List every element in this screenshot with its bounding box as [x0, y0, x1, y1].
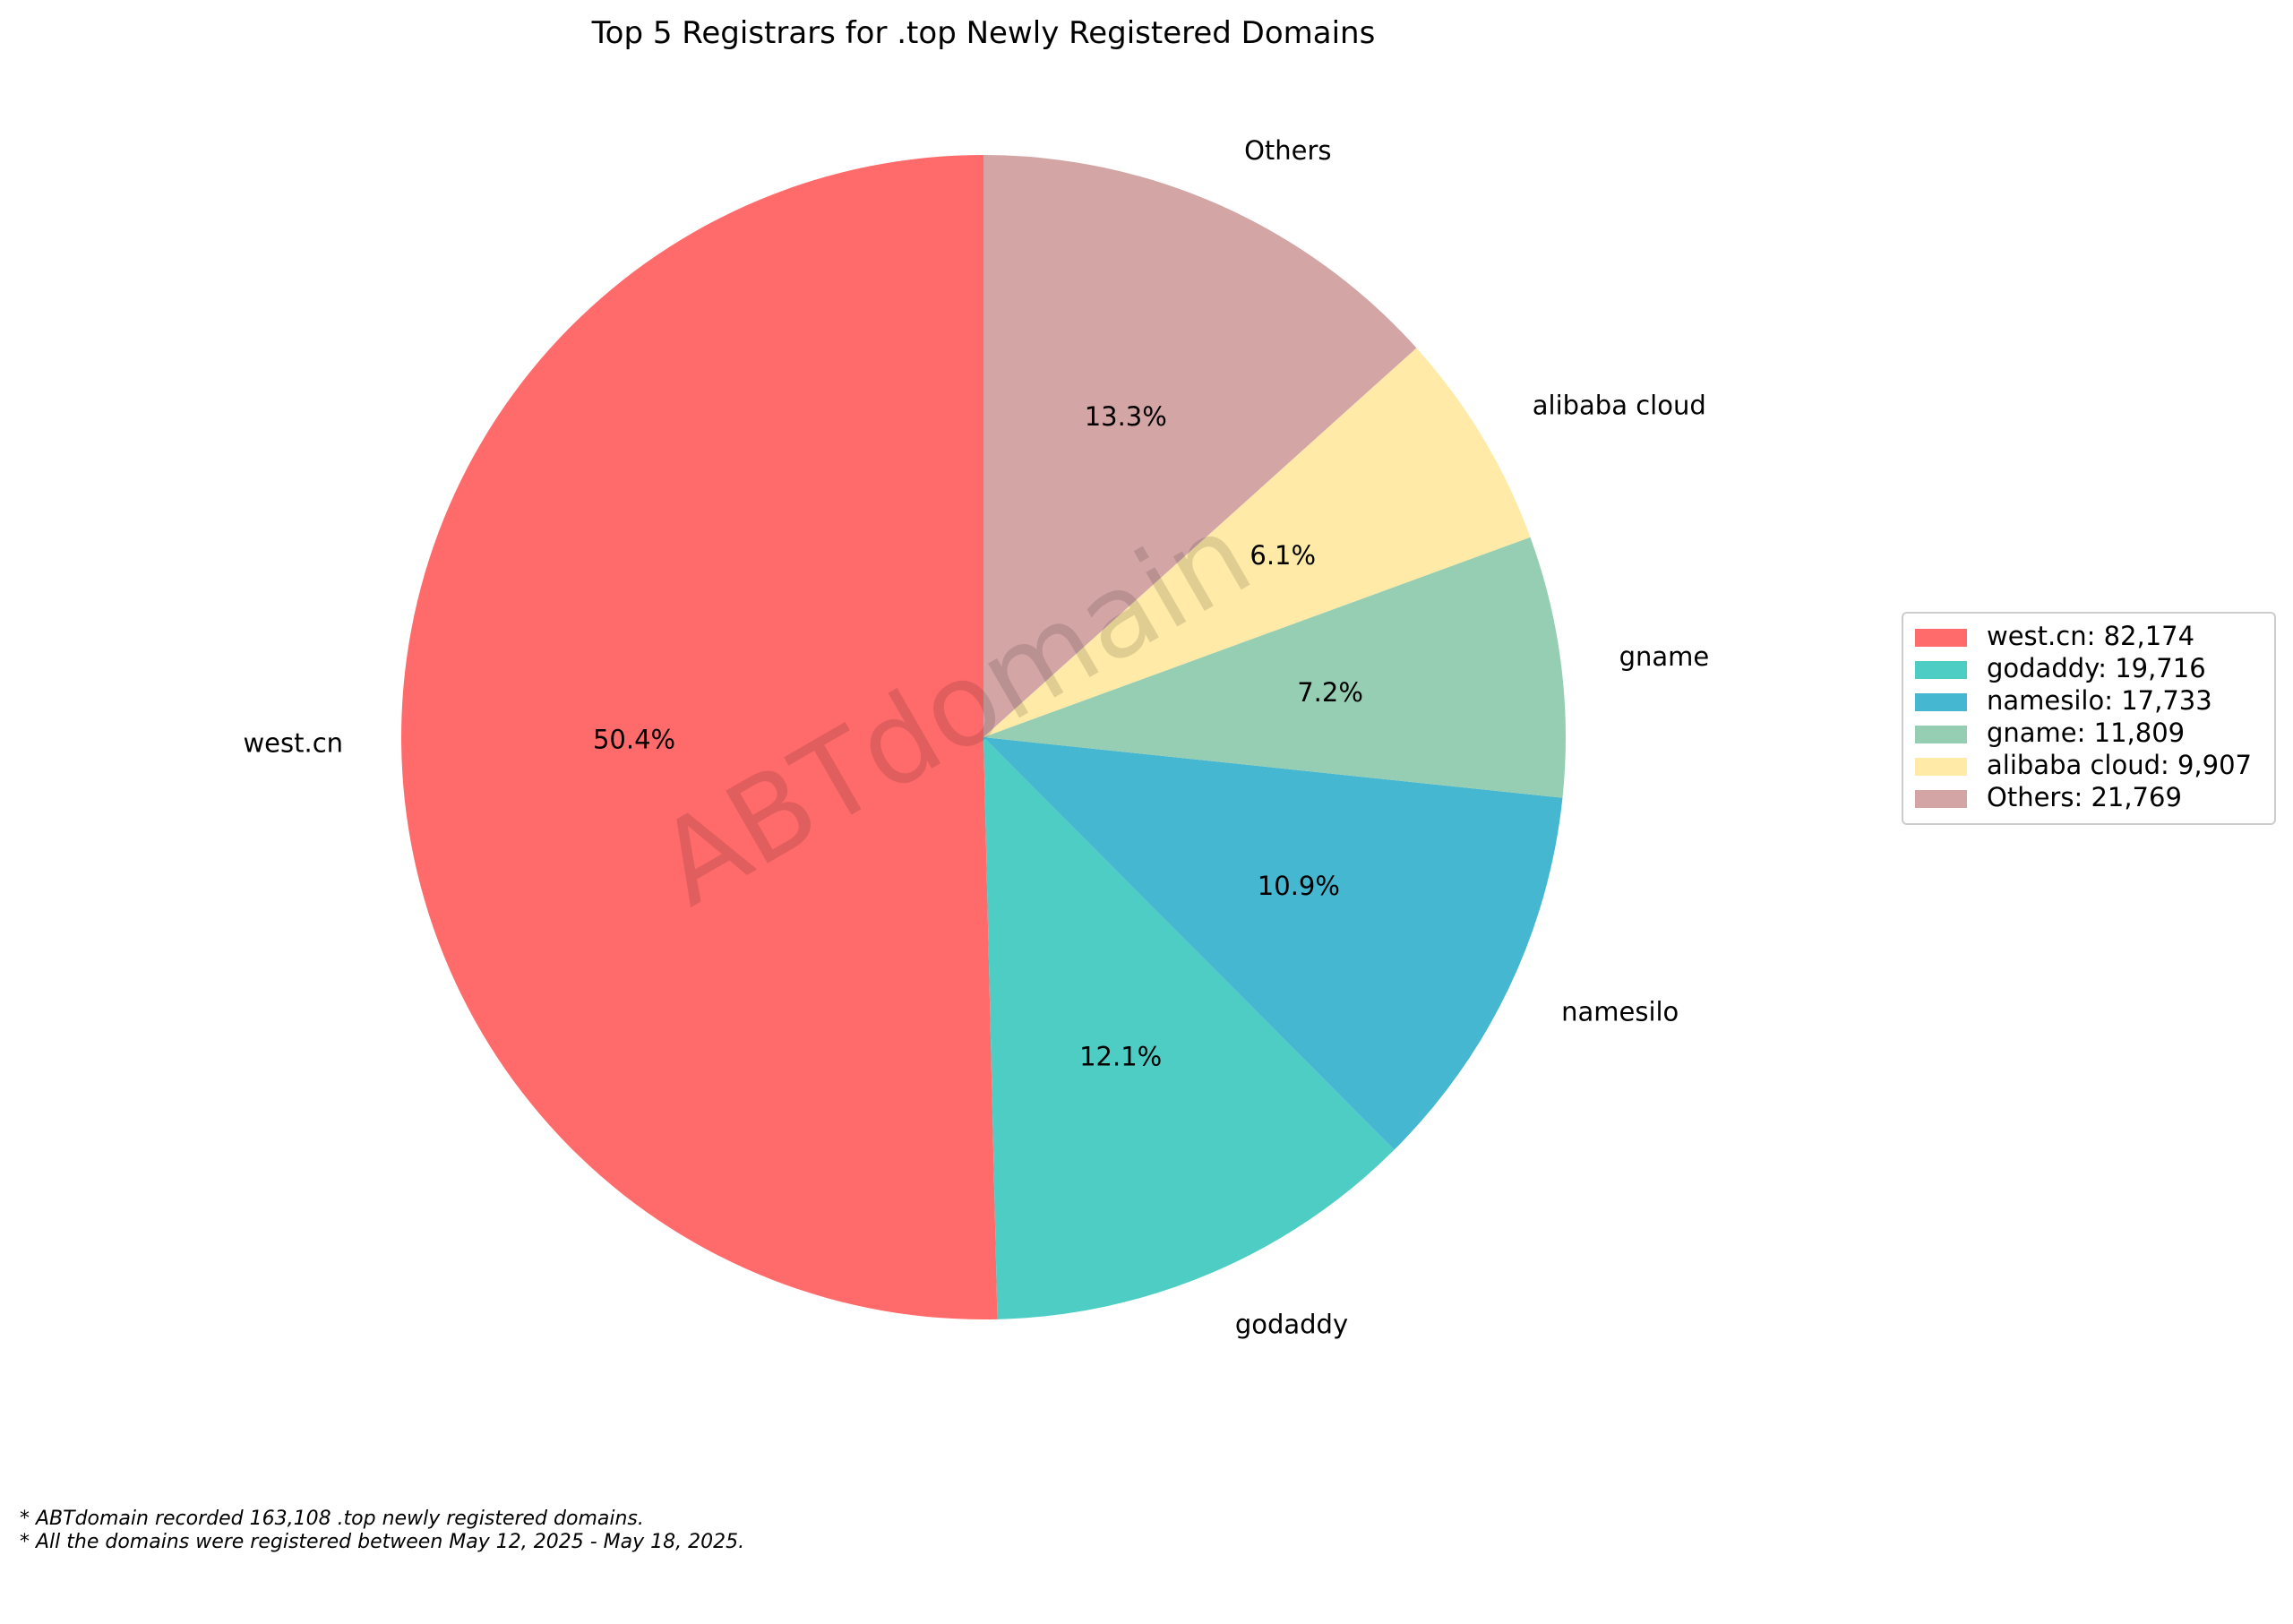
- legend-entry-west-cn: west.cn: 82,174: [1987, 621, 2194, 651]
- legend-swatch-namesilo: [1915, 693, 1967, 711]
- footnote-total: * ABTdomain recorded 163,108 .top newly …: [20, 1508, 644, 1530]
- slice-gname: [983, 537, 1566, 798]
- slice-west-cn: [401, 155, 998, 1319]
- legend-entry-alibaba-cloud: alibaba cloud: 9,907: [1987, 750, 2252, 780]
- chart-title: Top 5 Registrars for .top Newly Register…: [591, 15, 1376, 51]
- legend-swatch-godaddy: [1915, 661, 1967, 679]
- percent-label-godaddy: 12.1%: [1079, 1042, 1162, 1072]
- legend-swatch-alibaba-cloud: [1915, 758, 1967, 776]
- slice-label-alibaba-cloud: alibaba cloud: [1533, 391, 1706, 421]
- percent-label-others: 13.3%: [1085, 401, 1167, 432]
- percent-label-west-cn: 50.4%: [593, 725, 675, 755]
- slice-alibaba-cloud: [983, 348, 1531, 737]
- slice-label-godaddy: godaddy: [1235, 1310, 1348, 1340]
- percent-label-alibaba-cloud: 6.1%: [1250, 540, 1316, 571]
- percent-label-gname: 7.2%: [1297, 677, 1363, 708]
- slice-label-gname: gname: [1619, 641, 1710, 672]
- legend-swatch-gname: [1915, 726, 1967, 743]
- legend-swatch-others: [1915, 790, 1967, 808]
- slice-godaddy: [983, 737, 1395, 1319]
- footnote-date-range: * All the domains were registered betwee…: [20, 1531, 745, 1553]
- percent-label-namesilo: 10.9%: [1258, 871, 1340, 901]
- slice-labels: west.cn godaddy namesilo gname alibaba cloud…: [243, 135, 1709, 1340]
- slice-label-west-cn: west.cn: [243, 728, 343, 759]
- legend-entry-godaddy: godaddy: 19,716: [1987, 653, 2206, 683]
- legend-entry-namesilo: namesilo: 17,733: [1987, 685, 2212, 716]
- slice-label-others: Others: [1244, 135, 1331, 166]
- percent-labels: 50.4% 12.1% 10.9% 7.2% 6.1% 13.3%: [593, 401, 1363, 1072]
- slice-label-namesilo: namesilo: [1561, 996, 1679, 1027]
- slice-namesilo: [983, 737, 1563, 1150]
- slice-others: [983, 155, 1417, 737]
- pie-slices: [401, 155, 1566, 1319]
- legend-entry-others: Others: 21,769: [1987, 782, 2182, 812]
- legend-box: [1902, 612, 2276, 825]
- legend-entry-gname: gname: 11,809: [1987, 717, 2185, 748]
- legend-swatch-west-cn: [1915, 629, 1967, 647]
